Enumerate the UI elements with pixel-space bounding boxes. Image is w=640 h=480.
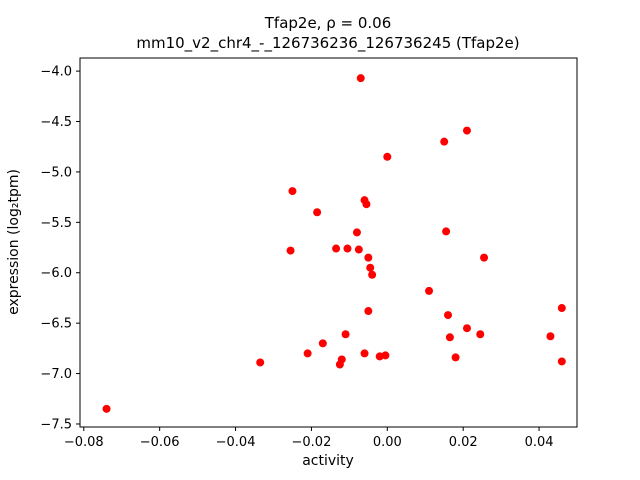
data-point bbox=[383, 152, 392, 161]
data-point bbox=[343, 244, 352, 253]
axis-ticks: −0.08 −0.06 −0.04 −0.02 0.00 0.02 0.04 −4.0 −4.5… bbox=[40, 65, 553, 450]
data-point bbox=[440, 137, 449, 146]
x-tick-label: 0.02 bbox=[449, 435, 478, 450]
y-tick-label: −4.5 bbox=[40, 115, 72, 130]
data-point bbox=[462, 324, 471, 333]
data-point bbox=[557, 304, 566, 313]
data-point bbox=[356, 74, 365, 83]
data-point bbox=[352, 228, 361, 237]
data-point bbox=[368, 270, 377, 279]
x-tick-label: −0.04 bbox=[216, 435, 256, 450]
y-tick-label: −6.0 bbox=[40, 266, 72, 281]
y-tick-label: −7.0 bbox=[40, 367, 72, 382]
data-point bbox=[381, 351, 390, 360]
data-point bbox=[360, 349, 369, 358]
data-point bbox=[425, 286, 434, 295]
data-point bbox=[303, 349, 312, 358]
y-tick-label: −7.5 bbox=[40, 417, 72, 432]
data-point bbox=[256, 358, 265, 367]
x-tick-label: 0.00 bbox=[373, 435, 402, 450]
data-point bbox=[313, 208, 322, 217]
scatter-points bbox=[102, 74, 566, 413]
data-point bbox=[444, 311, 453, 320]
data-point bbox=[480, 253, 489, 262]
data-point bbox=[442, 227, 451, 236]
chart-title-line2: mm10_v2_chr4_-_126736236_126736245 (Tfap… bbox=[136, 34, 519, 53]
x-axis-label: activity bbox=[302, 453, 354, 469]
y-tick-label: −5.0 bbox=[40, 165, 72, 180]
y-axis-label: expression (log₂tpm) bbox=[6, 169, 22, 315]
data-point bbox=[364, 307, 373, 316]
data-point bbox=[288, 187, 297, 196]
data-point bbox=[332, 244, 341, 253]
data-point bbox=[362, 200, 371, 209]
axes-frame bbox=[79, 57, 578, 428]
y-tick-label: −6.5 bbox=[40, 317, 72, 332]
data-point bbox=[102, 404, 111, 413]
data-point bbox=[364, 253, 373, 262]
data-point bbox=[366, 263, 375, 272]
data-point bbox=[557, 357, 566, 366]
x-tick-label: −0.06 bbox=[140, 435, 180, 450]
data-point bbox=[318, 339, 327, 348]
x-tick-label: −0.08 bbox=[64, 435, 104, 450]
data-point bbox=[546, 332, 555, 341]
data-point bbox=[462, 126, 471, 135]
y-tick-label: −4.0 bbox=[40, 65, 72, 80]
data-point bbox=[354, 245, 363, 254]
data-point bbox=[337, 355, 346, 364]
chart-title-line1: Tfap2e, ρ = 0.06 bbox=[264, 14, 392, 32]
x-tick-label: 0.04 bbox=[525, 435, 554, 450]
data-point bbox=[451, 353, 460, 362]
x-tick-label: −0.02 bbox=[292, 435, 332, 450]
data-point bbox=[476, 330, 485, 339]
data-point bbox=[445, 333, 454, 342]
y-tick-label: −5.5 bbox=[40, 216, 72, 231]
data-point bbox=[286, 246, 295, 255]
data-point bbox=[341, 330, 350, 339]
